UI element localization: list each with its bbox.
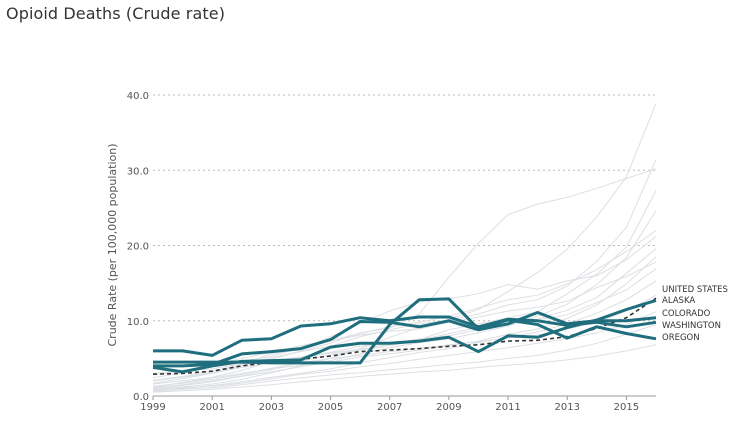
series-label: UNITED STATES	[662, 285, 728, 295]
y-tick-label: 10.0	[127, 317, 149, 328]
background-series-line	[152, 236, 657, 376]
background-series-line	[152, 256, 657, 389]
x-tick-label: 2013	[555, 402, 580, 413]
series-label: WASHINGTON	[662, 321, 721, 331]
series-line-oregon[interactable]	[153, 297, 657, 365]
page-title: Opioid Deaths (Crude rate)	[6, 4, 226, 23]
x-tick-label: 2011	[495, 402, 520, 413]
y-tick-label: 30.0	[127, 166, 149, 177]
y-tick-label: 0.0	[133, 392, 149, 403]
background-series-line	[152, 210, 657, 388]
x-tick-label: 2015	[614, 402, 639, 413]
x-tick-label: 2005	[318, 402, 343, 413]
x-tick-label: 2001	[199, 402, 224, 413]
series-label: COLORADO	[662, 309, 711, 319]
series-line-washington[interactable]	[153, 315, 657, 357]
x-tick-label: 2009	[436, 402, 461, 413]
x-tick-label: 2007	[377, 402, 402, 413]
y-tick-label: 40.0	[127, 91, 149, 102]
y-axis-label: Crude Rate (per 100,000 population)	[106, 143, 119, 346]
series-label: ALASKA	[662, 296, 695, 306]
gridlines	[153, 94, 656, 322]
x-tick-label: 2003	[259, 402, 284, 413]
background-series-line	[152, 324, 657, 392]
y-tick-label: 20.0	[127, 242, 149, 253]
highlighted-series-group	[152, 297, 657, 375]
background-series-line	[152, 344, 657, 393]
series-label: OREGON	[662, 333, 700, 343]
x-tick-label: 1999	[140, 402, 165, 413]
axes: 0.0 10.0 20.0 30.0 40.0 1999 2001 2003 2005 2007 2…	[127, 91, 656, 413]
background-series-line	[152, 103, 657, 390]
